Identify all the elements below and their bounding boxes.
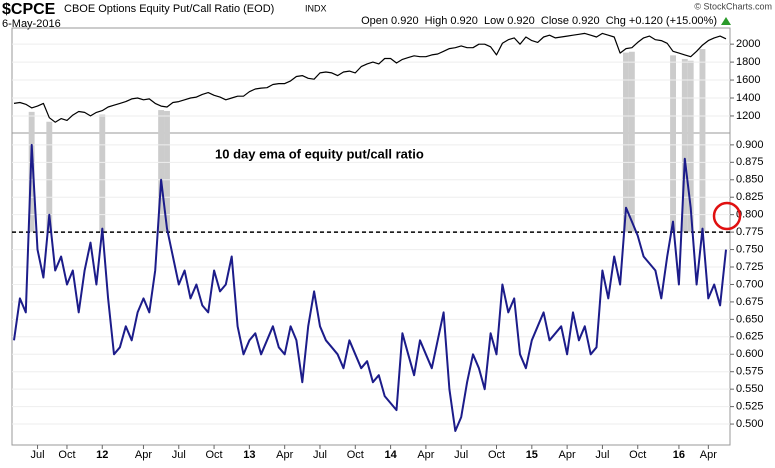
highlight-band (623, 52, 629, 233)
y-tick-label: 0.550 (736, 383, 764, 395)
plot: 1200 1400 1600 1800 2000 0.500 0.525 0.550 0.575… (12, 32, 764, 461)
highlight-band (670, 55, 676, 233)
date: 6-May-2016 (2, 18, 61, 30)
x-tick-label: Jul (454, 449, 468, 461)
chart-title: CBOE Options Equity Put/Call Ratio (EOD) (64, 3, 274, 15)
credit: © StockCharts.com (694, 1, 772, 11)
x-tick-label: Apr (135, 449, 152, 461)
x-tick-label: 15 (526, 449, 538, 461)
y-tick-label: 0.750 (736, 243, 764, 255)
x-tick-label: Oct (488, 449, 505, 461)
y-tick-label: 0.650 (736, 313, 764, 325)
y-tick-label: 0.600 (736, 348, 764, 360)
up-arrow (721, 17, 731, 25)
y-tick-label: 0.675 (736, 296, 764, 308)
symbol: $CPCE (2, 1, 56, 18)
x-tick-label: Oct (58, 449, 75, 461)
y-tick-label: 0.575 (736, 366, 764, 378)
highlight-band (164, 110, 170, 233)
y-tick-label: 0.875 (736, 156, 764, 168)
y-tick-label: 0.500 (736, 418, 764, 430)
annotation: 10 day ema of equity put/call ratio (215, 146, 424, 161)
highlight-band (681, 58, 688, 233)
x-tick-label: 13 (243, 449, 255, 461)
highlight-circle (712, 201, 742, 231)
x-tick-label: Apr (417, 449, 434, 461)
y-tick-label: 0.900 (736, 139, 764, 151)
x-tick-label: Jul (172, 449, 186, 461)
x-tick-label: Jul (313, 449, 327, 461)
x-tick-label: 14 (384, 449, 397, 461)
x-tick-label: 12 (96, 449, 108, 461)
x-tick-label: Apr (559, 449, 576, 461)
y-tick-label: 1200 (736, 110, 760, 122)
y-tick-label: 0.850 (736, 174, 764, 186)
y-tick-label: 0.825 (736, 191, 764, 203)
y-tick-label: 2000 (736, 38, 760, 50)
x-tick-label: Jul (31, 449, 45, 461)
y-tick-label: 0.525 (736, 401, 764, 413)
x-tick-label: Apr (700, 449, 717, 461)
y-tick-label: 1400 (736, 92, 760, 104)
x-tick-label: Oct (206, 449, 223, 461)
highlight-band (687, 60, 694, 233)
x-tick-label: Jul (595, 449, 609, 461)
data-line (13, 32, 727, 123)
highlight-band (699, 49, 706, 233)
quote: Open 0.920 High 0.920 Low 0.920 Close 0.… (361, 15, 717, 27)
x-tick-label: Apr (276, 449, 293, 461)
highlight-band (628, 51, 635, 233)
y-tick-label: 0.725 (736, 261, 764, 273)
exchange: INDX (305, 3, 327, 13)
y-tick-label: 0.775 (736, 226, 764, 238)
y-tick-label: 1600 (736, 74, 760, 86)
panel-frame (11, 132, 731, 446)
y-tick-label: 0.800 (736, 209, 764, 221)
x-tick-label: Oct (629, 449, 646, 461)
y-tick-label: 0.625 (736, 331, 764, 343)
highlight-band (99, 114, 106, 233)
y-tick-label: 0.700 (736, 278, 764, 290)
x-tick-label: 16 (673, 449, 685, 461)
highlight-band (46, 121, 53, 233)
y-tick-label: 1800 (736, 56, 760, 68)
highlight-band (158, 110, 165, 233)
x-tick-label: Oct (347, 449, 364, 461)
data-line (13, 143, 727, 432)
